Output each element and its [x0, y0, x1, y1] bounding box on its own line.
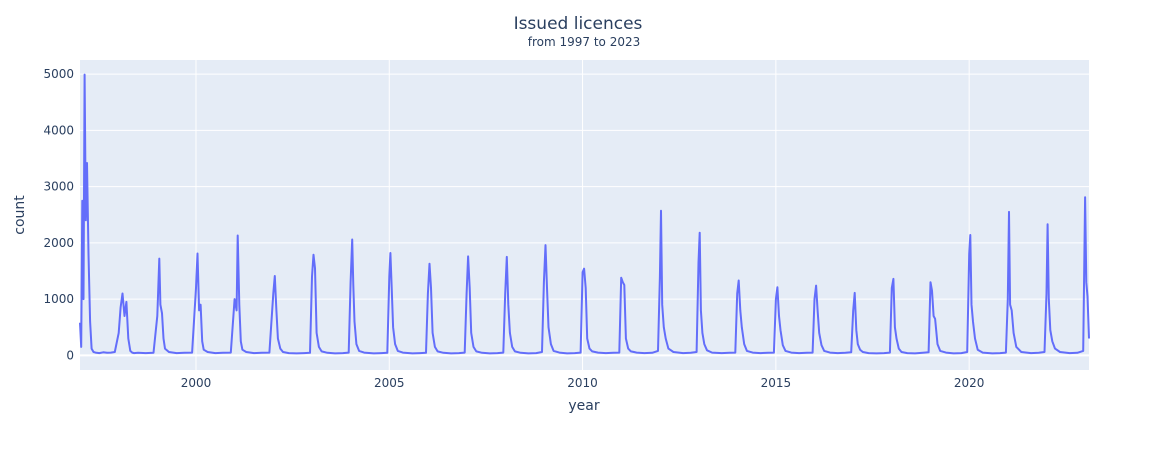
series-line — [79, 73, 1090, 355]
y-tick-label: 1000 — [43, 292, 74, 306]
x-axis-title: year — [568, 398, 599, 414]
y-axis-title: count — [12, 195, 28, 235]
y-tick-label: 3000 — [43, 180, 74, 194]
y-tick-label: 2000 — [43, 236, 74, 250]
chart-title: Issued licences — [514, 14, 643, 34]
y-tick-label: 0 — [66, 348, 74, 362]
ticks: 0 1000 2000 3000 4000 5000 2000 2005 2010 2015 202… — [43, 67, 984, 390]
y-tick-label: 5000 — [43, 67, 74, 81]
x-tick-label: 2000 — [181, 376, 212, 390]
plot-area — [80, 60, 1089, 370]
x-tick-label: 2015 — [761, 376, 792, 390]
series-layer — [79, 73, 1090, 355]
chart-subtitle: from 1997 to 2023 — [528, 35, 641, 49]
grid — [80, 60, 1089, 370]
x-tick-label: 2020 — [954, 376, 985, 390]
x-tick-label: 2010 — [567, 376, 598, 390]
x-tick-label: 2005 — [374, 376, 405, 390]
y-tick-label: 4000 — [43, 123, 74, 137]
title-group: Issued licences from 1997 to 2023 — [514, 14, 643, 49]
